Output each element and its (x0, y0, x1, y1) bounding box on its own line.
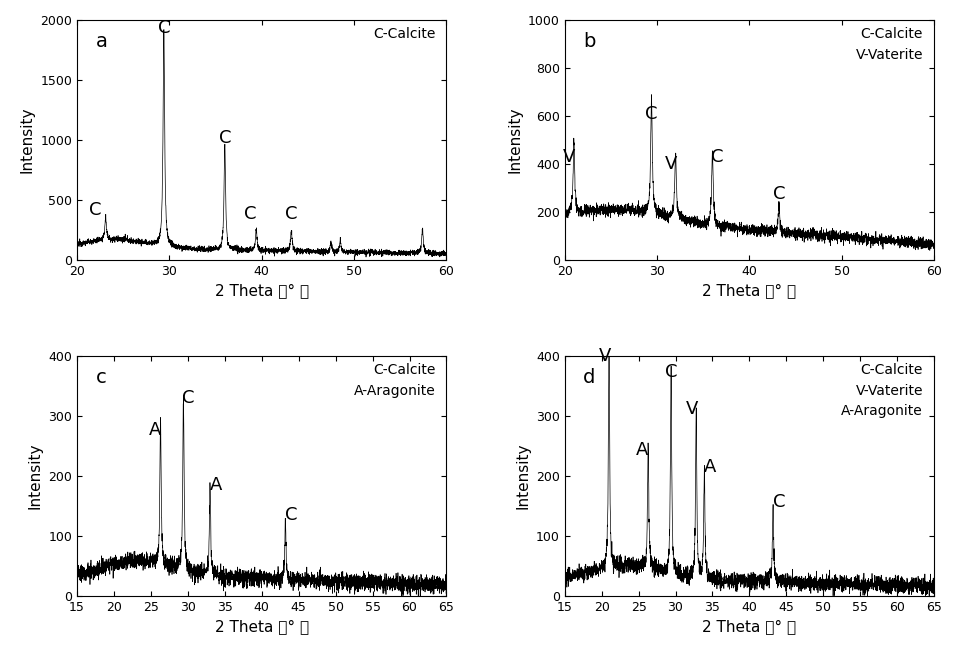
Text: C: C (645, 105, 658, 123)
Text: C: C (285, 205, 298, 222)
Text: A: A (637, 441, 648, 459)
X-axis label: 2 Theta （° ）: 2 Theta （° ） (702, 619, 796, 634)
Text: V: V (563, 148, 576, 166)
Text: C: C (664, 363, 677, 381)
Text: V: V (664, 156, 677, 173)
Text: C: C (772, 493, 785, 510)
Y-axis label: Intensity: Intensity (28, 443, 42, 509)
Text: C: C (711, 148, 723, 166)
Text: C: C (90, 201, 102, 219)
Y-axis label: Intensity: Intensity (515, 443, 531, 509)
X-axis label: 2 Theta （° ）: 2 Theta （° ） (215, 619, 309, 634)
Text: V: V (599, 347, 612, 365)
Text: A: A (210, 476, 222, 494)
Text: d: d (584, 368, 595, 387)
Text: C-Calcite
V-Vaterite: C-Calcite V-Vaterite (855, 27, 923, 62)
X-axis label: 2 Theta （° ）: 2 Theta （° ） (215, 283, 309, 299)
Text: C-Calcite
V-Vaterite
A-Aragonite: C-Calcite V-Vaterite A-Aragonite (842, 363, 923, 418)
Text: C-Calcite
A-Aragonite: C-Calcite A-Aragonite (353, 363, 435, 398)
Text: C: C (245, 205, 257, 222)
Text: V: V (686, 401, 698, 418)
Text: c: c (95, 368, 106, 387)
Text: C-Calcite: C-Calcite (373, 27, 435, 41)
Y-axis label: Intensity: Intensity (20, 107, 35, 173)
Text: C: C (285, 506, 298, 524)
Text: C: C (158, 19, 170, 36)
Text: A: A (704, 458, 716, 476)
Text: C: C (182, 389, 195, 407)
Y-axis label: Intensity: Intensity (508, 107, 522, 173)
Text: A: A (148, 420, 161, 439)
X-axis label: 2 Theta （° ）: 2 Theta （° ） (702, 283, 796, 299)
Text: C: C (772, 185, 785, 203)
Text: b: b (584, 32, 595, 51)
Text: a: a (95, 32, 108, 51)
Text: C: C (219, 129, 231, 147)
